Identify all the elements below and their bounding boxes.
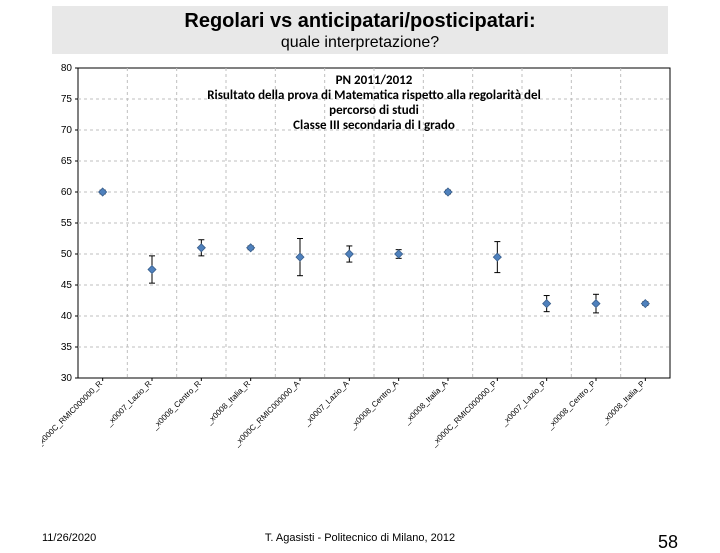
svg-text:_x0008_Italia_A: _x0008_Italia_A	[402, 379, 450, 427]
svg-text:30: 30	[61, 373, 73, 384]
svg-text:50: 50	[61, 249, 73, 260]
svg-text:_x000C_RMIC000000_R: _x000C_RMIC000000_R	[42, 379, 104, 449]
footer-pagenum: 58	[658, 532, 678, 553]
svg-text:40: 40	[61, 311, 73, 322]
chart-svg: 30 35 40 45 50 55 60 65 70 75 80 PN 2011/2012Risult…	[42, 60, 678, 460]
svg-text:_x0008_Centro_A: _x0008_Centro_A	[347, 379, 400, 432]
svg-text:_x0007_Lazio_P: _x0007_Lazio_P	[499, 379, 548, 428]
footer-credit: T. Agasisti - Politecnico di Milano, 201…	[0, 532, 720, 544]
svg-text:80: 80	[61, 63, 73, 74]
svg-text:_x0007_Lazio_A: _x0007_Lazio_A	[302, 379, 352, 429]
svg-text:65: 65	[61, 156, 73, 167]
svg-text:60: 60	[61, 187, 73, 198]
svg-text:45: 45	[61, 280, 73, 291]
svg-text:_x0008_Centro_R: _x0008_Centro_R	[150, 379, 203, 432]
svg-text:_x0008_Italia_R: _x0008_Italia_R	[204, 379, 252, 427]
svg-text:_x0007_Lazio_R: _x0007_Lazio_R	[104, 379, 154, 429]
chart-container: 30 35 40 45 50 55 60 65 70 75 80 PN 2011/2012Risult…	[42, 60, 678, 465]
svg-text:35: 35	[61, 342, 73, 353]
svg-text:_x0008_Centro_P: _x0008_Centro_P	[545, 379, 598, 432]
svg-text:Risultato della prova di Matem: Risultato della prova di Matematica risp…	[207, 88, 541, 103]
page-subtitle: quale interpretazione?	[52, 34, 668, 52]
svg-text:PN 2011/2012: PN 2011/2012	[336, 73, 413, 88]
title-banner: Regolari vs anticipatari/posticipatari: …	[52, 6, 668, 54]
svg-text:75: 75	[61, 94, 73, 105]
svg-text:percorso di studi: percorso di studi	[329, 103, 419, 118]
svg-text:70: 70	[61, 125, 73, 136]
svg-text:Classe III secondaria di I gra: Classe III secondaria di I grado	[293, 118, 455, 133]
page-title: Regolari vs anticipatari/posticipatari:	[52, 10, 668, 33]
svg-text:_x0008_Italia_P: _x0008_Italia_P	[599, 379, 647, 427]
svg-text:55: 55	[61, 218, 73, 229]
